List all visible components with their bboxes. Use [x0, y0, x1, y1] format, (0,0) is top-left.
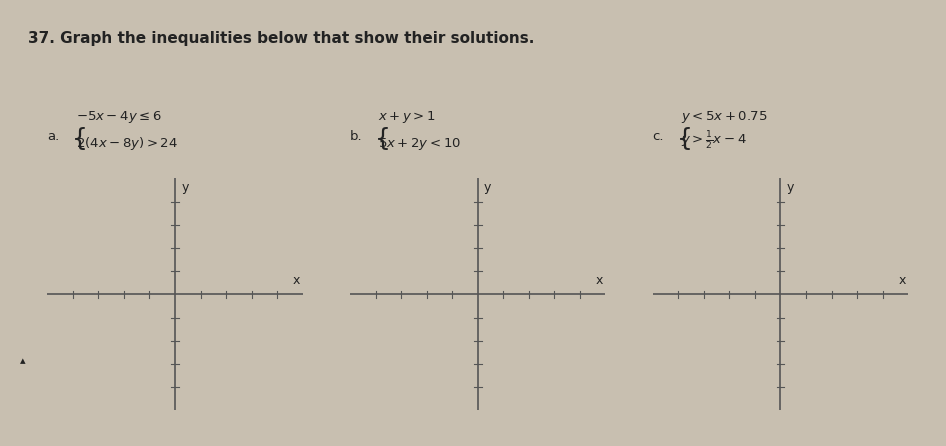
Text: $x + y > 1$: $x + y > 1$ — [378, 109, 436, 125]
Text: x: x — [899, 274, 905, 287]
Text: $y < 5x + 0.75$: $y < 5x + 0.75$ — [681, 109, 767, 125]
Text: b.: b. — [350, 130, 362, 143]
Text: $\{$: $\{$ — [71, 125, 86, 152]
Text: 37. Graph the inequalities below that show their solutions.: 37. Graph the inequalities below that sh… — [28, 31, 534, 46]
Text: $-5x - 4y \leq 6$: $-5x - 4y \leq 6$ — [76, 109, 162, 125]
Text: $y > \frac{1}{2}x - 4$: $y > \frac{1}{2}x - 4$ — [681, 129, 746, 152]
Text: y: y — [182, 181, 189, 194]
Text: a.: a. — [47, 130, 60, 143]
Text: $\{$: $\{$ — [676, 125, 692, 152]
Text: x: x — [596, 274, 603, 287]
Text: $\blacktriangle$: $\blacktriangle$ — [19, 356, 26, 366]
Text: $2(4x - 8y) > 24$: $2(4x - 8y) > 24$ — [76, 135, 178, 152]
Text: c.: c. — [653, 130, 664, 143]
Text: y: y — [787, 181, 795, 194]
Text: x: x — [293, 274, 300, 287]
Text: y: y — [484, 181, 492, 194]
Text: $\{$: $\{$ — [374, 125, 389, 152]
Text: $5x + 2y < 10$: $5x + 2y < 10$ — [378, 136, 462, 152]
